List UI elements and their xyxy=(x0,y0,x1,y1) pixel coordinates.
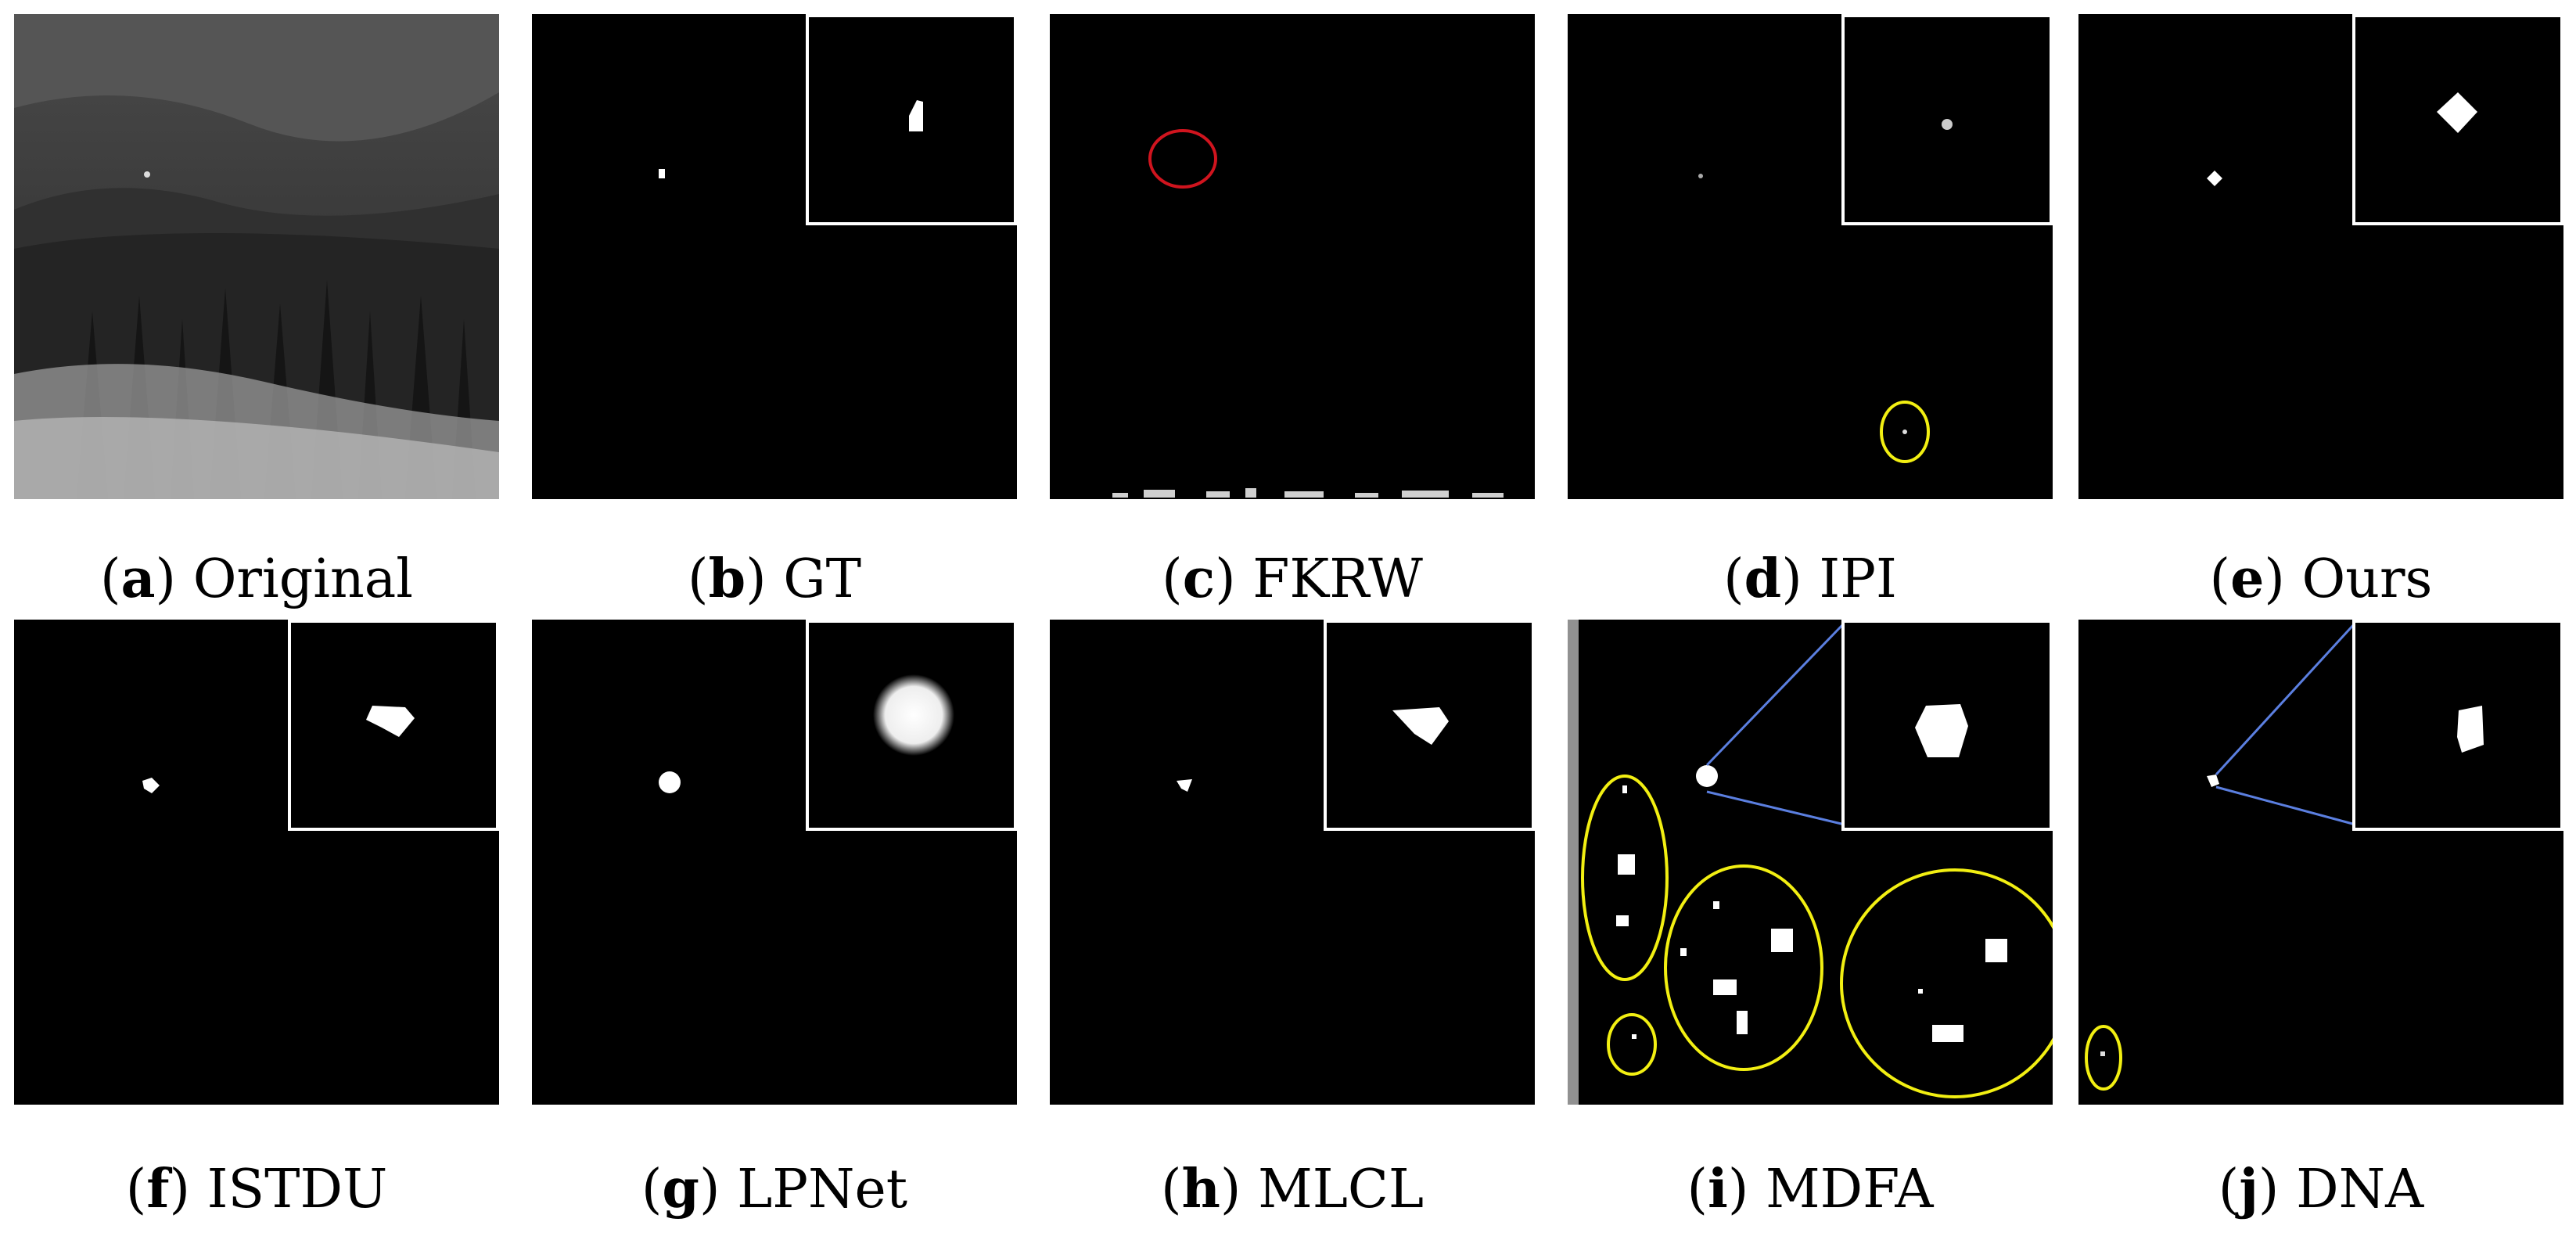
panel-gt xyxy=(532,14,1017,499)
red-highlight-circle xyxy=(1148,129,1217,189)
original-infrared-image xyxy=(14,14,499,499)
panel-fkrw xyxy=(1050,14,1535,499)
zoom-line-bottom xyxy=(1706,790,1845,826)
zoom-inset xyxy=(806,14,1017,225)
zoom-line-bottom xyxy=(2215,785,2356,826)
caption-mdfa: (i) MDFA xyxy=(1687,1158,1934,1220)
caption-lpnet: (g) LPNet xyxy=(641,1158,908,1220)
caption-ipi: (d) IPI xyxy=(1723,548,1897,610)
panel-lpnet xyxy=(532,620,1017,1105)
caption-fkrw: (c) FKRW xyxy=(1162,548,1423,610)
caption-dna: (j) DNA xyxy=(2218,1158,2424,1220)
caption-mlcl: (h) MLCL xyxy=(1160,1158,1425,1220)
panel-ours xyxy=(2078,14,2563,499)
zoom-line-top xyxy=(1705,621,1846,767)
yellow-highlight-circle xyxy=(1840,868,2053,1098)
yellow-highlight-circle xyxy=(1664,864,1823,1071)
panel-dna xyxy=(2078,620,2563,1105)
panel-original-image xyxy=(14,14,499,499)
panel-mdfa xyxy=(1568,620,2053,1105)
yellow-highlight-circle xyxy=(2085,1025,2122,1091)
target-blob xyxy=(659,169,665,178)
yellow-highlight-circle xyxy=(1581,775,1669,981)
target-point xyxy=(144,171,150,178)
caption-istdu: (f) ISTDU xyxy=(125,1158,388,1220)
caption-original: (a) Original xyxy=(99,548,414,610)
panel-ipi xyxy=(1568,14,2053,499)
panel-istdu xyxy=(14,620,499,1105)
yellow-highlight-circle xyxy=(1607,1013,1657,1076)
caption-ours: (e) Ours xyxy=(2209,548,2433,610)
caption-gt: (b) GT xyxy=(688,548,861,610)
panel-mlcl xyxy=(1050,620,1535,1105)
zoom-line-top xyxy=(2215,621,2357,776)
bottom-noise xyxy=(1112,488,1504,498)
yellow-highlight-circle xyxy=(1880,401,1930,463)
